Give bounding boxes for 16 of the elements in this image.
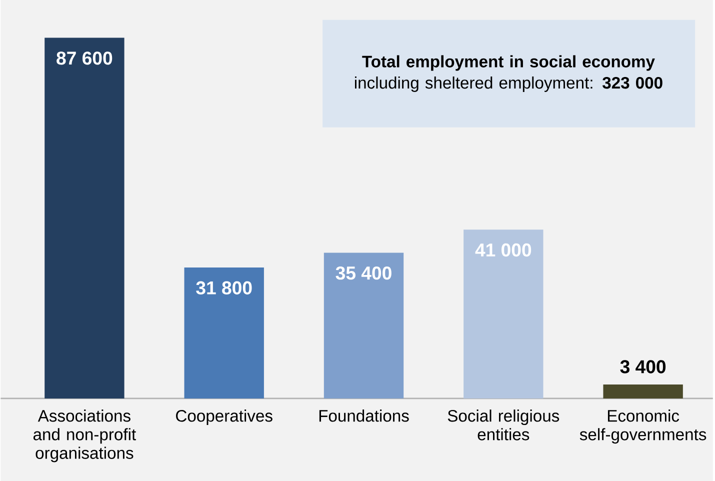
data-label: 31 800 — [196, 281, 252, 294]
bar — [603, 384, 683, 398]
bar — [44, 38, 124, 398]
annotation: Total employment in social economy including sheltered employment: 323 000 — [355, 55, 662, 92]
x-tick-label: Social religious entities — [448, 409, 560, 440]
bar — [324, 252, 404, 398]
data-label: 87 600 — [56, 52, 112, 65]
bar — [184, 267, 264, 398]
data-label: 3 400 — [620, 360, 666, 374]
data-label: 41 000 — [475, 243, 532, 257]
x-tick-label: Economic self-governments — [580, 409, 706, 444]
data-label: 35 400 — [336, 266, 392, 280]
x-tick-label: Associations and non-profit organisations — [33, 409, 136, 462]
bar — [464, 230, 544, 398]
x-tick-label: Foundations — [319, 409, 409, 422]
x-tick-label: Cooperatives — [176, 409, 272, 425]
